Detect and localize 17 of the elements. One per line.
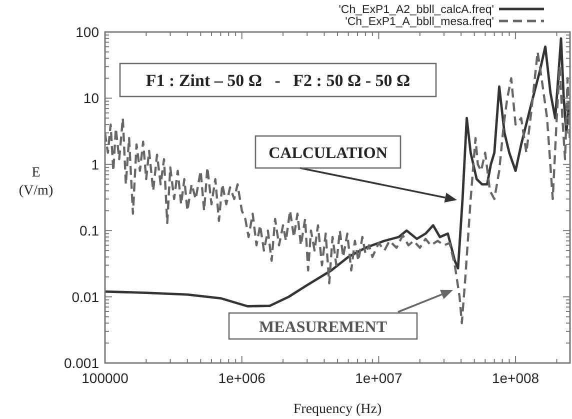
y-tick-label: 1 [91, 156, 100, 172]
y-tick-label: 0.001 [64, 355, 100, 371]
legend-label: 'Ch_ExP1_A2_bbll_calcA.freq' [338, 4, 494, 16]
x-tick-label: 1e+007 [355, 370, 402, 386]
x-tick-label: 1e+006 [218, 370, 266, 386]
y-axis-title: E (V/m) [18, 165, 54, 198]
y-tick-label: 100 [76, 24, 100, 40]
y-tick-label: 0.01 [72, 288, 100, 305]
x-tick-label: 100000 [82, 370, 129, 386]
legend-label: 'Ch_ExP1_A_bbll_mesa.freq' [345, 16, 494, 28]
annotation: CALCULATION [268, 145, 388, 162]
annotation: F1 : Zint – 50 Ω - F2 : 50 Ω - 50 Ω [146, 71, 410, 90]
y-tick-label: 10 [83, 90, 100, 106]
x-axis-title: Frequency (Hz) [293, 402, 382, 417]
annotation: MEASUREMENT [258, 319, 388, 336]
y-tick-label: 0.1 [80, 222, 100, 239]
x-tick-label: 1e+008 [492, 370, 540, 386]
